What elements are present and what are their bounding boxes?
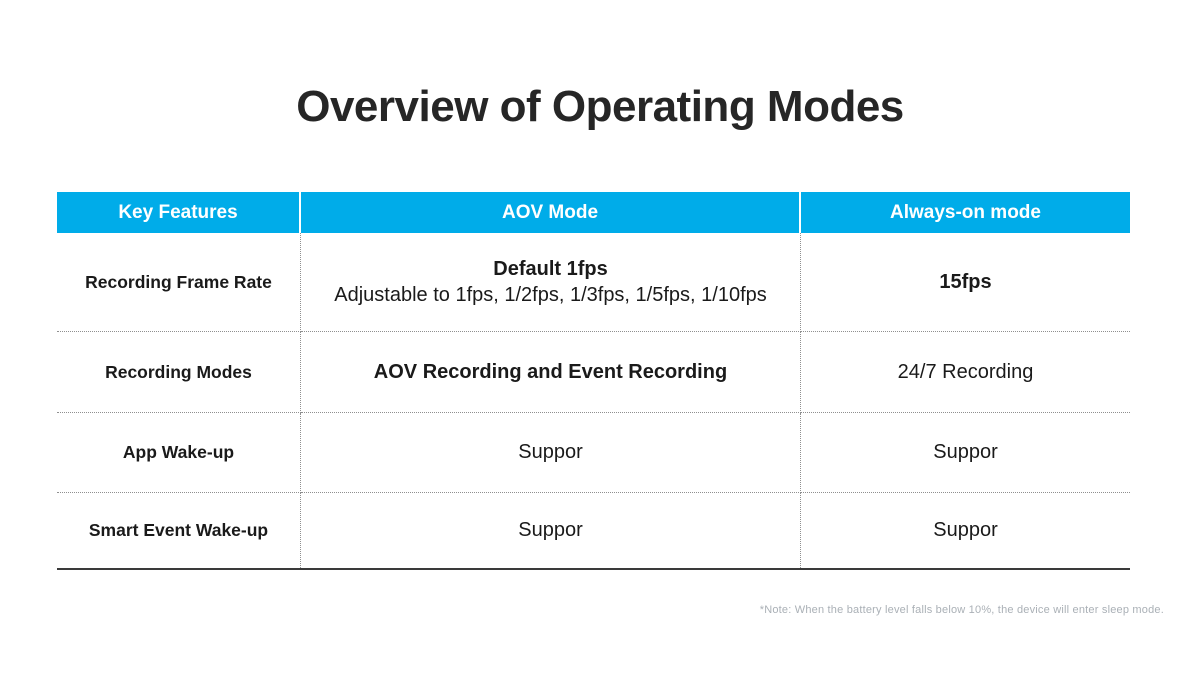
- feature-label: Smart Event Wake-up: [57, 493, 301, 568]
- aov-value-primary: AOV Recording and Event Recording: [373, 360, 728, 383]
- always-on-value: Suppor: [933, 519, 998, 542]
- column-header-always-on-mode: Always-on mode: [801, 192, 1130, 233]
- aov-value-primary: Suppor: [518, 441, 583, 464]
- footnote: *Note: When the battery level falls belo…: [759, 604, 1164, 616]
- always-on-cell: Suppor: [801, 413, 1130, 493]
- always-on-cell: 24/7 Recording: [801, 332, 1130, 413]
- table-row: Recording Modes AOV Recording and Event …: [57, 332, 1130, 413]
- aov-mode-cell: AOV Recording and Event Recording: [301, 332, 801, 413]
- table-header-row: Key Features AOV Mode Always-on mode: [57, 192, 1130, 233]
- column-header-aov-mode: AOV Mode: [301, 192, 801, 233]
- table-row: App Wake-up Suppor Suppor: [57, 413, 1130, 493]
- aov-value-primary: Default 1fps: [493, 257, 608, 280]
- aov-value-secondary: Adjustable to 1fps, 1/2fps, 1/3fps, 1/5f…: [334, 284, 767, 306]
- aov-mode-cell: Default 1fps Adjustable to 1fps, 1/2fps,…: [301, 233, 801, 332]
- always-on-cell: Suppor: [801, 493, 1130, 568]
- table-body: Recording Frame Rate Default 1fps Adjust…: [57, 233, 1130, 568]
- feature-label: Recording Frame Rate: [57, 233, 301, 332]
- operating-modes-table: Key Features AOV Mode Always-on mode Rec…: [57, 192, 1130, 570]
- aov-mode-cell: Suppor: [301, 413, 801, 493]
- table-row: Smart Event Wake-up Suppor Suppor: [57, 493, 1130, 568]
- feature-label: Recording Modes: [57, 332, 301, 413]
- column-header-key-features: Key Features: [57, 192, 301, 233]
- aov-mode-cell: Suppor: [301, 493, 801, 568]
- always-on-value: Suppor: [933, 441, 998, 464]
- always-on-cell: 15fps: [801, 233, 1130, 332]
- always-on-value: 24/7 Recording: [897, 360, 1034, 383]
- table-row: Recording Frame Rate Default 1fps Adjust…: [57, 233, 1130, 332]
- aov-value-primary: Suppor: [518, 519, 583, 542]
- page-title: Overview of Operating Modes: [296, 82, 904, 131]
- always-on-value: 15fps: [939, 270, 992, 293]
- feature-label: App Wake-up: [57, 413, 301, 493]
